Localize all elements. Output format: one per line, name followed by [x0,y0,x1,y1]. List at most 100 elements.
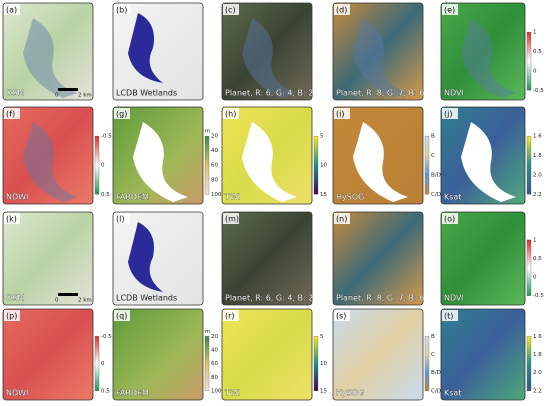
label-box [442,108,458,119]
map-image [221,2,313,101]
map-image [440,2,526,101]
colorbar [526,336,532,392]
label-box [4,213,20,224]
colorbar-tick: 60 [211,163,218,169]
panel-label: (t) [444,312,453,321]
scale-zero: 0 [55,93,59,99]
panel-caption: TWI [224,389,240,398]
map-image [112,308,204,401]
map-image [221,211,313,306]
label-box [223,213,239,224]
colorbar-tick: -0.5 [533,293,544,299]
colorbar-tick: 10 [320,163,327,169]
colorbar-tick: 5 [320,334,324,340]
colorbar-tick: 20 [211,134,218,140]
panel-label: (r) [225,312,235,321]
colorbar-tick: 0.5 [101,192,110,198]
map-image [440,211,526,306]
label-box [334,310,350,321]
colorbar-tick: 10 [320,361,327,367]
map-panel: (a) OSM 0 2 km [2,2,94,101]
panel-caption: Planet, R: 8, G: 7, B: 6 [336,89,424,98]
panel-caption: FABDEM [116,389,149,398]
colorbar [424,135,430,195]
colorbar-tick: 100 [211,388,222,394]
map-panel: (i) HySOG B C B/D C/D [332,106,441,205]
panel-label: (h) [225,110,236,119]
colorbar-tick: 2.0 [533,172,542,178]
colorbar [313,336,319,392]
label-box [114,310,130,321]
label-box [334,4,350,15]
colorbar-tick: 1.8 [533,153,542,159]
label-box [114,4,130,15]
water-area [461,18,516,98]
panel-caption: NDWI [6,389,28,398]
panel-caption: TWI [224,193,240,202]
label-box [334,213,350,224]
label-box [4,310,20,321]
colorbar-tick: 0 [101,361,105,367]
panel-caption: Ksat [444,389,461,398]
water-area [133,122,188,202]
panel-caption: FABDEM [116,193,149,202]
water-area [461,122,516,202]
map-panel: (l) LCDB Wetlands [112,211,204,306]
colorbar-tick: 5 [320,134,324,140]
map-image [112,2,204,101]
scale-length: 2 km [78,93,92,99]
label-box [223,108,239,119]
wetland-area [128,13,163,83]
colorbar [526,135,532,195]
colorbar-tick: B [431,134,435,140]
panel-label: (q) [116,312,127,321]
scale-bar [58,88,78,91]
panel-caption: OSM [6,89,24,98]
colorbar [94,135,100,195]
panel-label: (j) [444,110,452,119]
map-panel: (s) HySOG B C B/D C/D [332,308,441,401]
colorbar-tick: 1.8 [533,352,542,358]
colorbar-tick: 40 [211,148,218,154]
map-panel: (o) NDVI 1 0.5 0 -0.5 [440,211,544,306]
colorbar-tick: 1 [533,237,537,243]
panel-caption: HySOG [336,389,364,398]
colorbar-tick: -0.5 [533,88,544,94]
colorbar-tick: 15 [320,192,327,198]
map-panel: (r) TWI 5 10 15 [221,308,327,401]
panel-label: (b) [116,6,127,15]
panel-caption: Planet, R: 6, G: 4, B: 2 [225,294,313,303]
map-image [112,211,204,306]
water-area [242,18,297,98]
map-image [2,308,94,401]
map-image [332,2,424,101]
map-image [332,211,424,306]
label-box [223,310,239,321]
panel-caption: LCDB Wetlands [116,89,177,98]
water-area [23,122,78,202]
panel-label: (p) [6,312,17,321]
colorbar-tick: 0.5 [533,49,542,55]
panel-label: (f) [6,110,15,119]
colorbar [204,336,210,392]
panel-label: (o) [444,215,455,224]
panel-caption: Planet, R: 8, G: 7, B: 6 [336,294,424,303]
map-panel: (f) NDWI -0.5 0 0.5 [2,106,112,205]
colorbar [526,239,532,296]
colorbar-tick: 80 [211,177,218,183]
map-panel: (j) Ksat 1.6 1.8 2.0 2.2 [440,106,542,205]
panel-label: (a) [6,6,17,15]
panel-label: (i) [336,110,344,119]
panel-label: (l) [116,215,124,224]
colorbar-tick: 0.5 [533,256,542,262]
colorbar-tick: 20 [211,334,218,340]
label-box [4,108,20,119]
colorbar-tick: 1.6 [533,134,542,140]
colorbar-tick: 0 [533,275,537,281]
colorbar [526,31,532,91]
map-image [2,211,94,306]
panel-caption: HySOG [336,193,364,202]
map-panel: (b) LCDB Wetlands [112,2,204,101]
